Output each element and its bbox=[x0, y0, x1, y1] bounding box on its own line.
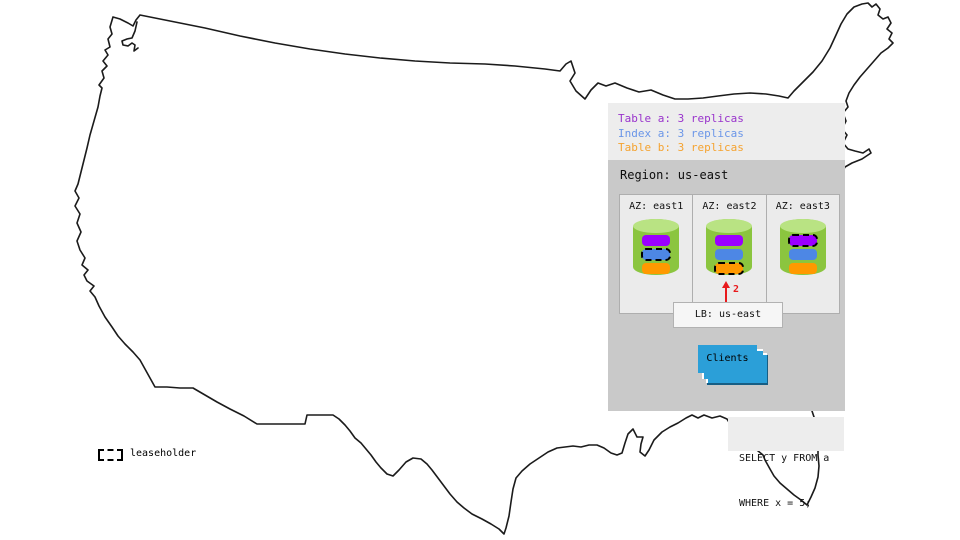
legend-table-b: Table b: 3 replicas bbox=[618, 141, 744, 154]
replica-table-b bbox=[642, 263, 671, 274]
leaseholder-swatch-icon bbox=[98, 449, 123, 461]
database-node-east1 bbox=[633, 219, 680, 275]
az-east1-label: AZ: east1 bbox=[629, 201, 684, 212]
replica-legend: Table a: 3 replicas Index a: 3 replicas … bbox=[608, 103, 845, 160]
az-east3-label: AZ: east3 bbox=[775, 201, 830, 212]
puget-sound-path bbox=[121, 21, 139, 52]
request-step-label: 2 bbox=[733, 284, 740, 295]
region-title: Region: us-east bbox=[620, 168, 729, 182]
arrow-head-icon bbox=[722, 281, 730, 288]
replica-index-a-leaseholder bbox=[641, 248, 672, 261]
database-node-top bbox=[706, 219, 753, 233]
database-node-east2 bbox=[706, 219, 753, 275]
replica-table-b-leaseholder bbox=[714, 262, 745, 275]
region-box: Region: us-east AZ: east1 AZ: east2 bbox=[608, 160, 845, 411]
az-east1: AZ: east1 bbox=[620, 195, 692, 313]
database-node-east3 bbox=[779, 219, 826, 275]
request-arrow bbox=[722, 281, 730, 303]
az-east3: AZ: east3 bbox=[765, 195, 839, 313]
sql-query-box: SELECT y FROM a WHERE x = 5; bbox=[728, 417, 844, 509]
sql-query-line1: SELECT y FROM a bbox=[739, 453, 830, 464]
replica-table-a-leaseholder bbox=[787, 234, 818, 247]
clients-stack: Clients bbox=[698, 345, 768, 385]
us-outline-path bbox=[74, 2, 894, 535]
database-node-top bbox=[779, 219, 826, 233]
clients-button: Clients bbox=[698, 345, 757, 373]
sql-query-line2: WHERE x = 5; bbox=[739, 498, 812, 509]
legend-table-a: Table a: 3 replicas bbox=[618, 112, 744, 125]
database-node-top bbox=[633, 219, 680, 233]
legend-index-a: Index a: 3 replicas bbox=[618, 126, 744, 140]
az-east2-label: AZ: east2 bbox=[702, 201, 757, 212]
replica-table-a bbox=[715, 235, 744, 246]
leaseholder-key-label: leaseholder bbox=[130, 448, 197, 459]
az-row: AZ: east1 AZ: east2 bbox=[619, 194, 840, 314]
replica-table-a bbox=[642, 235, 671, 246]
replica-table-b bbox=[788, 263, 817, 274]
az-east2: AZ: east2 bbox=[692, 195, 765, 313]
replica-index-a bbox=[788, 249, 817, 260]
load-balancer: LB: us-east bbox=[673, 302, 783, 328]
replica-index-a bbox=[715, 249, 744, 260]
